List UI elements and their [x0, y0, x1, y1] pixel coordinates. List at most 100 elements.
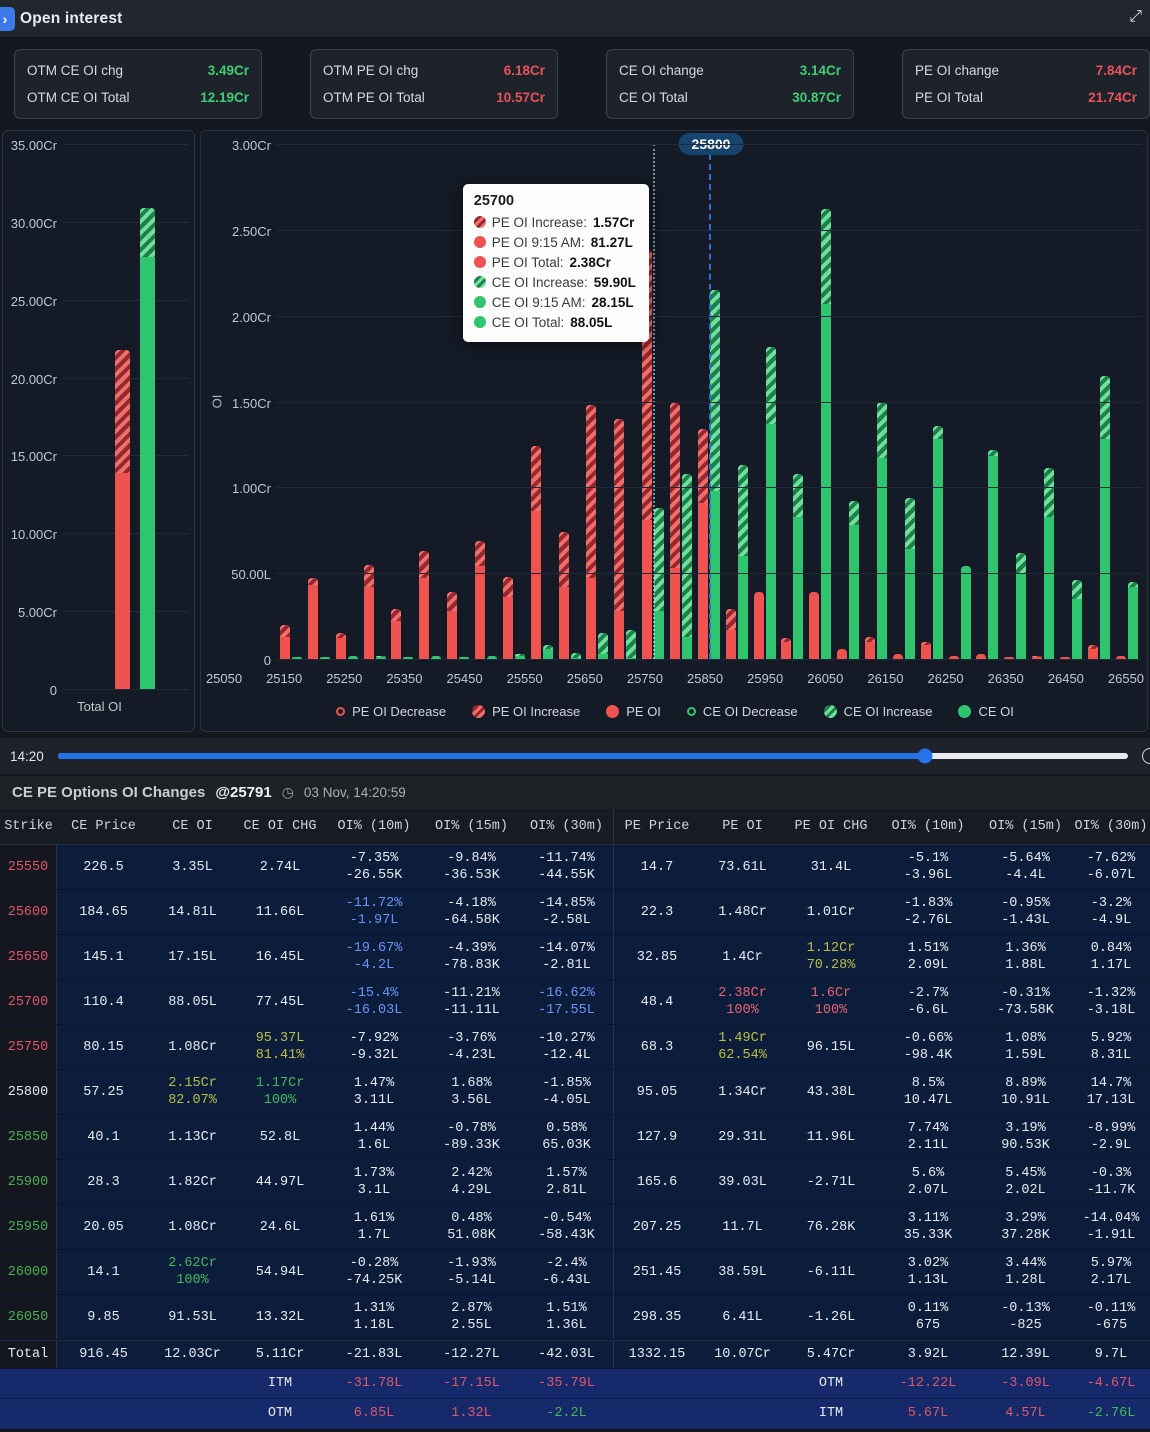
pe-bar-26300[interactable] — [976, 654, 987, 659]
pe-bar-26200[interactable] — [920, 641, 931, 659]
pe-bar-26050[interactable] — [837, 648, 848, 659]
slider-end-icon[interactable] — [1142, 748, 1150, 764]
legend-item-ce-inc[interactable]: CE OI Increase — [823, 704, 932, 719]
cell-line: 7.74% — [907, 1121, 949, 1136]
pe-bar-25250[interactable] — [391, 609, 402, 659]
legend-label: CE OI Decrease — [702, 703, 798, 719]
pe-bar-26100[interactable] — [864, 636, 875, 659]
pe-bar-25400[interactable] — [474, 540, 485, 659]
cell-line: -5.64% — [1001, 851, 1050, 866]
ce-bar-25650[interactable] — [626, 629, 637, 659]
cell-line: 1.47% — [353, 1076, 395, 1091]
pe-bar-26500[interactable] — [1087, 645, 1098, 659]
strike-cell: 25800 — [0, 1070, 57, 1114]
table-cell: 3.19% 90.53K — [979, 1115, 1072, 1159]
pe-bar-26150[interactable] — [892, 654, 903, 659]
pe-bar-25200[interactable] — [363, 564, 374, 659]
ce-bar-25350[interactable] — [459, 656, 470, 659]
cell-line: -2.76L — [903, 913, 953, 928]
cell-line: 95.37L — [255, 1031, 305, 1046]
legend-item-pe-dec[interactable]: PE OI Decrease — [336, 704, 446, 719]
cell-line: 17.15L — [168, 949, 217, 965]
ce-bar-25050[interactable] — [291, 656, 302, 659]
tooltip-title: 25700 — [473, 193, 515, 209]
ce-bar-25450[interactable] — [514, 653, 525, 659]
cell-line: 2.11L — [907, 1138, 949, 1153]
stat-row: OTM PE OI Total 10.57Cr — [323, 84, 545, 111]
pe-bar-25650[interactable] — [614, 418, 625, 659]
ce-bar-25550[interactable] — [570, 653, 581, 659]
pe-bar-26450[interactable] — [1059, 657, 1070, 659]
pe-bar-25500[interactable] — [530, 446, 541, 659]
ce-bar-26500[interactable] — [1099, 375, 1110, 659]
ce-bar-26300[interactable] — [988, 449, 999, 659]
ce-bar-25850[interactable] — [737, 465, 748, 659]
cell-line: -4.05L — [542, 1093, 591, 1108]
pe-bar-25050[interactable] — [279, 624, 290, 659]
legend-item-pe-solid[interactable]: PE OI — [606, 704, 661, 719]
pe-bar-25700[interactable] — [642, 250, 653, 659]
table-cell: 1.08Cr — [150, 1025, 235, 1069]
pe-bar-26400[interactable] — [1032, 656, 1043, 659]
table-cell: ITM — [235, 1369, 325, 1398]
strike-cell: Total — [0, 1341, 57, 1368]
pe-total-bar[interactable] — [114, 350, 130, 689]
legend-item-pe-inc[interactable]: PE OI Increase — [472, 704, 580, 719]
ce-bar-26150[interactable] — [904, 497, 915, 659]
ce-bar-26050[interactable] — [849, 501, 860, 659]
ce-bar-25400[interactable] — [486, 655, 497, 659]
time-slider[interactable] — [57, 748, 1128, 764]
pe-bar-26550[interactable] — [1115, 655, 1126, 659]
table-cell: 9.7L — [1072, 1341, 1150, 1368]
ce-bar-25600[interactable] — [598, 633, 609, 659]
ce-bar-25200[interactable] — [375, 655, 386, 659]
pe-bar-25150[interactable] — [335, 633, 346, 659]
pe-bar-25800[interactable] — [697, 428, 708, 659]
pe-bar-25850[interactable] — [725, 609, 736, 659]
ce-bar-26350[interactable] — [1016, 552, 1027, 659]
ce-bar-25150[interactable] — [347, 656, 358, 659]
table-cell — [700, 1399, 785, 1428]
pe-bar-26350[interactable] — [1004, 657, 1015, 659]
table-cell: 2.87% 2.55L — [423, 1295, 520, 1339]
ce-bar-25250[interactable] — [403, 656, 414, 659]
ce-bar-26250[interactable] — [960, 566, 971, 659]
pe-bar-25550[interactable] — [558, 531, 569, 659]
collapse-panel-icon[interactable]: › — [0, 7, 15, 31]
pe-bar-26250[interactable] — [948, 655, 959, 659]
expand-icon[interactable]: ⤢ — [1129, 8, 1142, 25]
pe-bar-25900[interactable] — [753, 592, 764, 659]
ce-total-bar[interactable] — [139, 208, 155, 689]
ce-bar-26400[interactable] — [1044, 468, 1055, 659]
pe-bar-25350[interactable] — [447, 592, 458, 659]
cell-line: -3.09L — [1001, 1376, 1050, 1391]
table-cell: 1.4Cr — [700, 935, 785, 979]
ce-bar-26000[interactable] — [821, 209, 832, 659]
ce-bar-26100[interactable] — [876, 401, 887, 659]
ce-bar-25100[interactable] — [319, 656, 330, 659]
ce-bar-26550[interactable] — [1127, 581, 1138, 659]
ce-bar-25800[interactable] — [709, 289, 720, 659]
ce-bar-25950[interactable] — [793, 473, 804, 659]
ce-bar-25500[interactable] — [542, 645, 553, 659]
panel-header: › Open interest ⤢ — [0, 0, 1150, 38]
legend-item-ce-solid[interactable]: CE OI — [958, 704, 1014, 719]
pe-bar-25600[interactable] — [586, 404, 597, 659]
ce-bar-25300[interactable] — [431, 655, 442, 659]
pe-bar-25100[interactable] — [307, 578, 318, 659]
pe-bar-26000[interactable] — [809, 592, 820, 659]
oi-increase-segment — [1127, 581, 1138, 587]
ce-bar-25750[interactable] — [681, 473, 692, 659]
ce-bar-25700[interactable] — [654, 507, 665, 659]
slider-handle[interactable] — [917, 748, 933, 764]
table-cell: 165.6 — [613, 1160, 700, 1204]
pe-bar-25300[interactable] — [419, 550, 430, 659]
pe-bar-25450[interactable] — [502, 576, 513, 659]
pe-bar-25750[interactable] — [669, 403, 680, 659]
strike-group-25450 — [500, 144, 528, 659]
ce-bar-26450[interactable] — [1071, 580, 1082, 659]
ce-bar-25900[interactable] — [765, 346, 776, 659]
ce-bar-26200[interactable] — [932, 425, 943, 659]
legend-item-ce-dec[interactable]: CE OI Decrease — [686, 703, 798, 719]
pe-bar-25950[interactable] — [781, 638, 792, 659]
